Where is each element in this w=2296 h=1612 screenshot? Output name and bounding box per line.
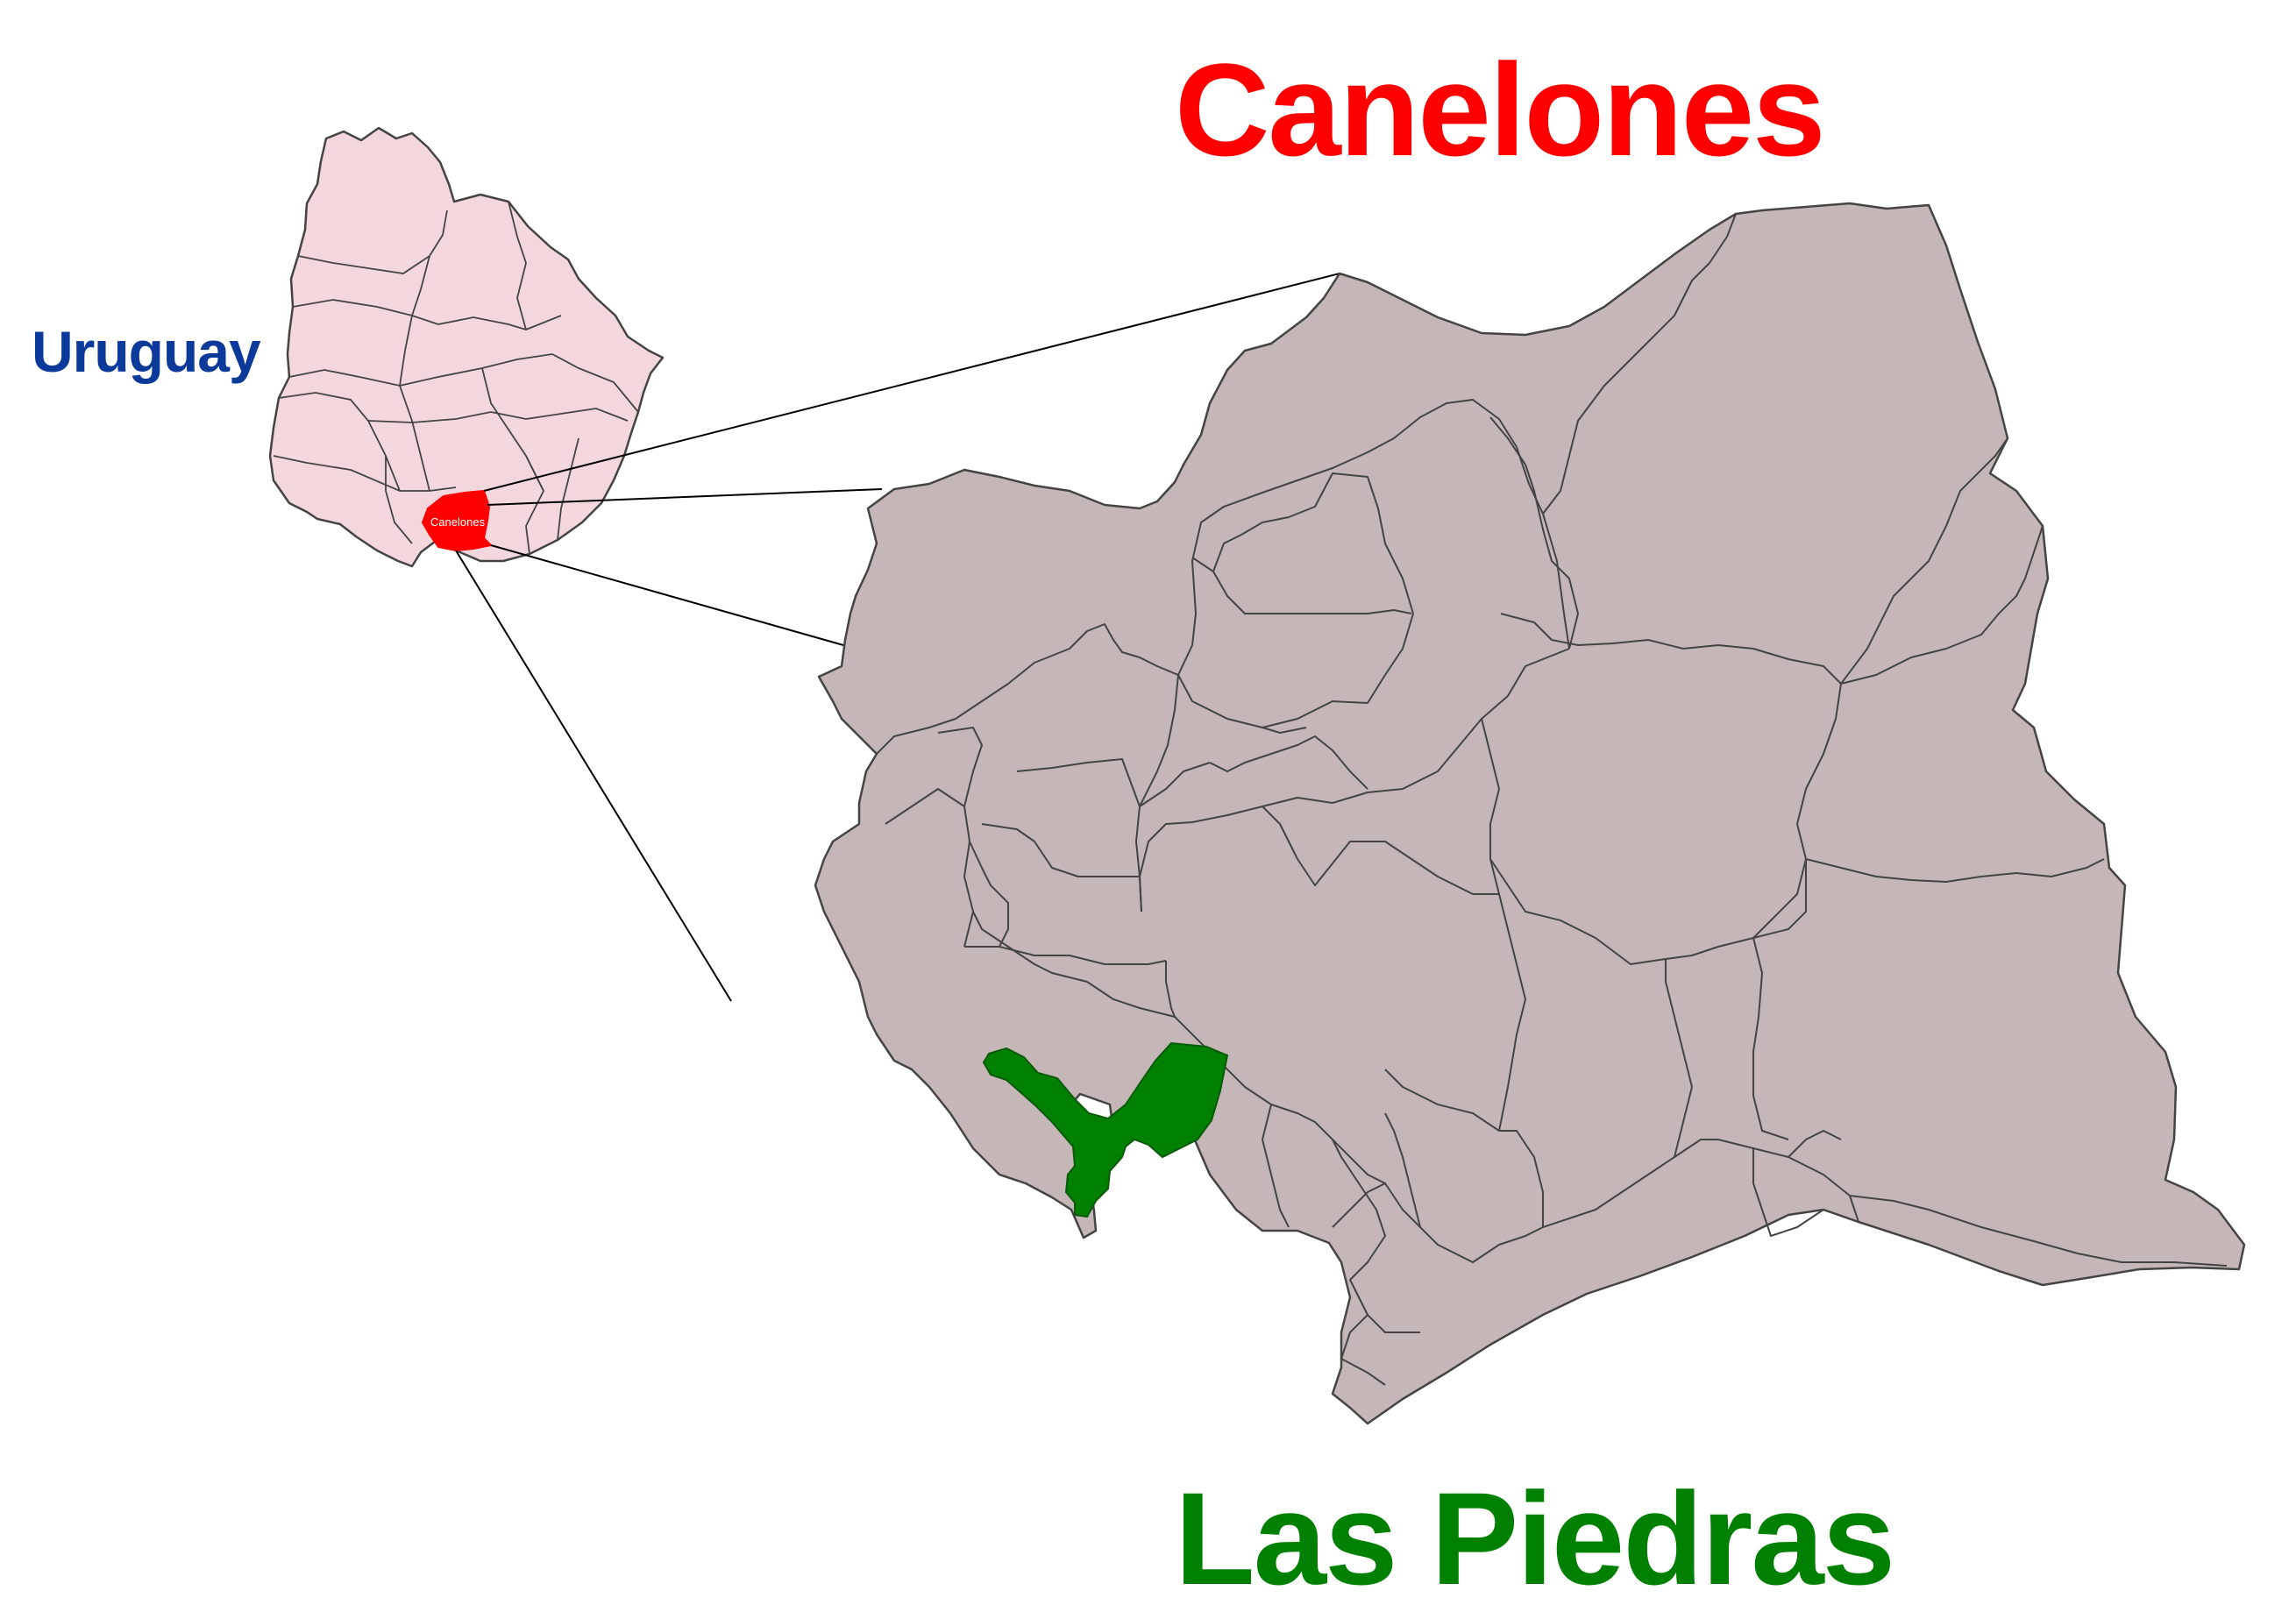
las-piedras-municipality-shape[interactable] [982,1041,1229,1218]
uruguay-inset: Canelones [268,126,665,568]
canelones-inset-label: Canelones [430,515,486,529]
uruguay-label: Uruguay [32,319,261,384]
canelones-municipality-borders [876,213,2228,1386]
canelones-department-map [814,202,2246,1425]
canelones-title: Canelones [1175,36,1826,183]
las-piedras-title: Las Piedras [1175,1465,1895,1612]
canelones-inset-highlight[interactable] [421,489,494,552]
uruguay-department-borders [273,201,639,555]
zoom-connector-lines [455,273,1340,1002]
